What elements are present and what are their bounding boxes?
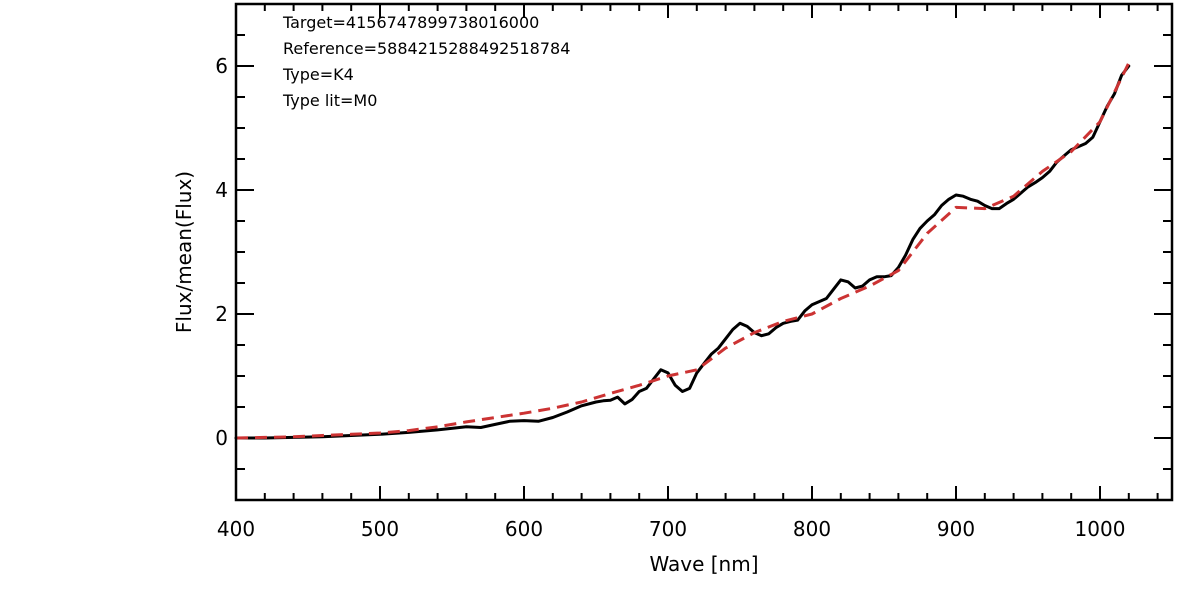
tick-marks [235, 3, 1172, 501]
x-tick-label: 900 [937, 517, 975, 541]
annotation-type-lit: Type lit=M0 [282, 91, 377, 110]
target-series-line [234, 64, 1131, 440]
x-tick-label: 700 [649, 517, 687, 541]
x-tick-label: 600 [505, 517, 543, 541]
reference-series-line [235, 62, 1131, 440]
x-axis-title: Wave [nm] [649, 552, 758, 576]
tick-labels: 400 500 600 700 800 900 1000 0 2 4 6 [215, 54, 1125, 541]
x-tick-label: 1000 [1075, 517, 1126, 541]
x-tick-label: 400 [217, 517, 255, 541]
y-tick-label: 0 [215, 426, 228, 450]
y-tick-label: 4 [215, 178, 228, 202]
x-tick-label: 800 [793, 517, 831, 541]
annotation-reference: Reference=5884215288492518784 [283, 39, 570, 58]
annotation-block: Target=4156747899738016000 Reference=588… [282, 13, 570, 110]
annotation-type: Type=K4 [282, 65, 354, 84]
y-tick-label: 2 [215, 302, 228, 326]
y-axis-title: Flux/mean(Flux) [172, 171, 196, 333]
annotation-target: Target=4156747899738016000 [282, 13, 539, 32]
series-lines [234, 62, 1131, 440]
y-tick-label: 6 [215, 54, 228, 78]
plot-frame [234, 2, 1174, 502]
x-tick-label: 500 [361, 517, 399, 541]
